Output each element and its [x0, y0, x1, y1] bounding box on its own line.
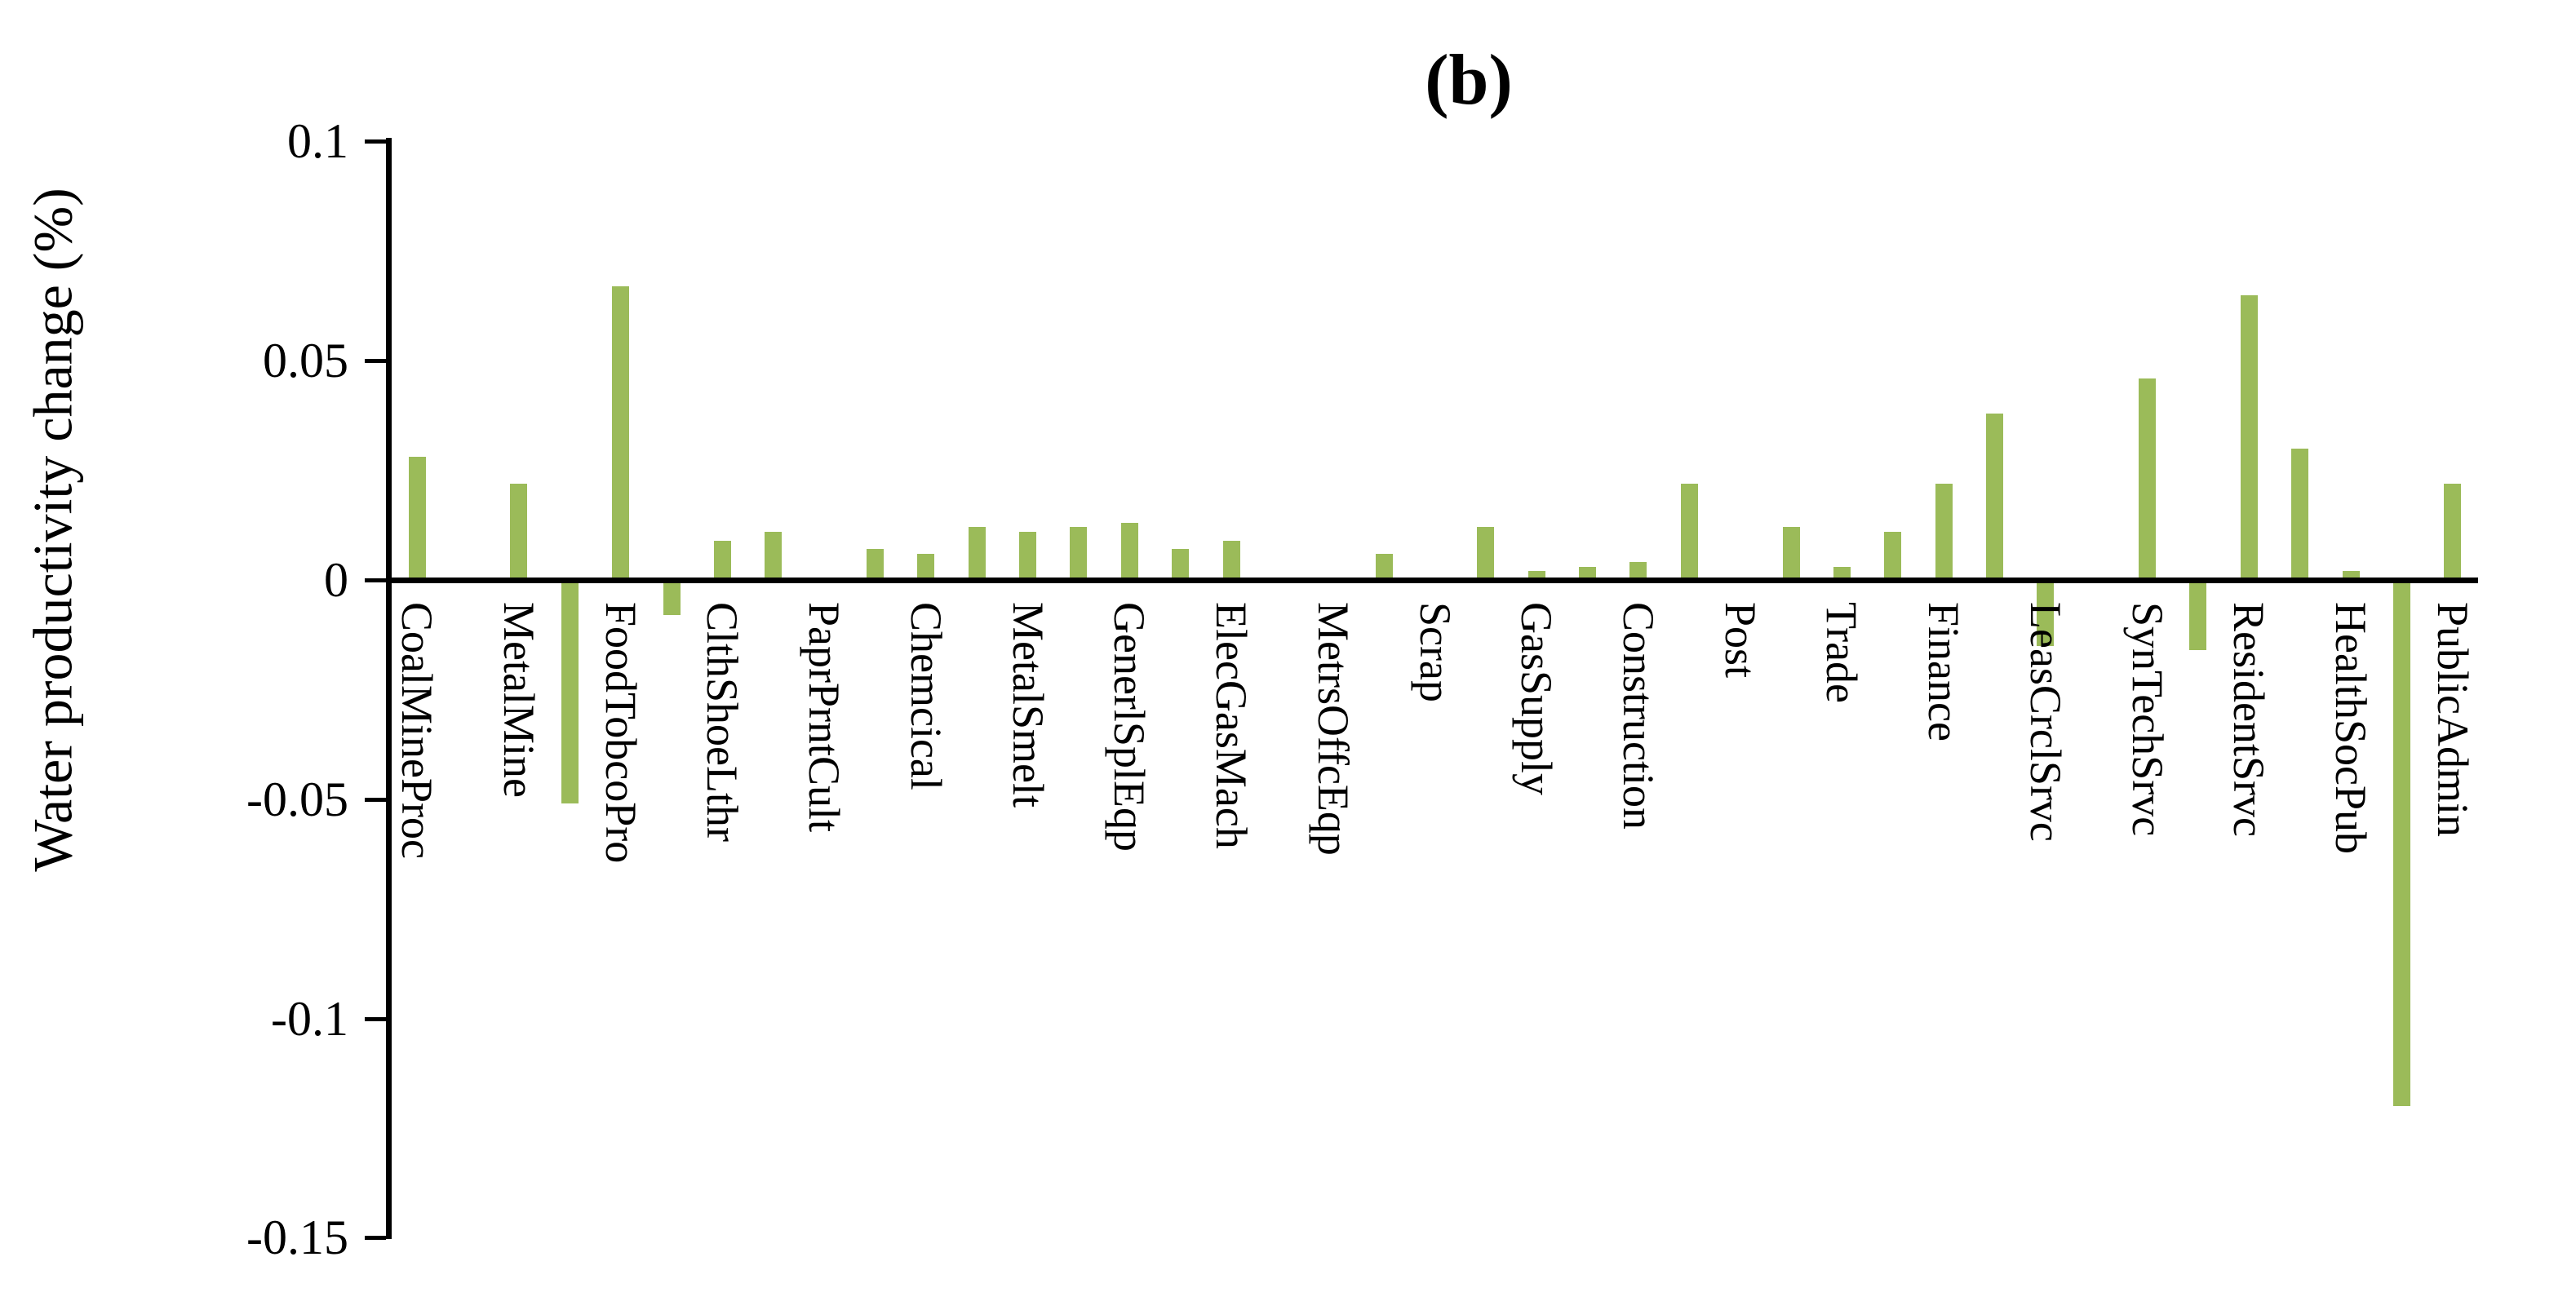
category-label: Scrap: [1410, 602, 1460, 702]
category-label: FoodTobcoPro: [596, 602, 645, 864]
category-label: ElecGasMach: [1207, 602, 1257, 849]
bar: [1629, 562, 1647, 580]
category-label: MetalSmelt: [1003, 602, 1053, 808]
y-tick-mark: [365, 1017, 386, 1021]
category-label: GasSupply: [1512, 602, 1562, 796]
y-tick-label: 0.1: [287, 114, 348, 168]
bar: [1070, 527, 1088, 580]
y-tick-label: -0.1: [271, 992, 348, 1046]
category-label: Trade: [1817, 602, 1867, 704]
y-tick-mark: [365, 578, 386, 582]
bar: [1680, 484, 1698, 580]
bar: [866, 549, 884, 580]
y-tick-label: -0.15: [246, 1210, 348, 1264]
bar: [1375, 554, 1393, 580]
bar: [1172, 549, 1190, 580]
bar: [2392, 580, 2410, 1106]
bar: [968, 527, 986, 580]
bar: [713, 541, 731, 580]
bar: [1019, 532, 1037, 580]
category-label: ClthShoeLthr: [698, 602, 747, 842]
bar: [1120, 523, 1138, 580]
category-label: PublicAdmin: [2427, 602, 2477, 838]
bar: [1477, 527, 1495, 580]
y-tick-mark: [365, 798, 386, 802]
bar: [663, 580, 681, 615]
category-label: Chemcical: [901, 602, 951, 790]
category-label: CoalMineProc: [392, 602, 442, 859]
y-tick-label: -0.05: [246, 772, 348, 826]
category-label: HealthSocPub: [2326, 602, 2376, 854]
category-label: MetalMine: [494, 602, 543, 798]
bar: [1986, 414, 2004, 580]
bar: [2189, 580, 2207, 650]
bar: [2291, 449, 2309, 580]
bar: [1935, 484, 1953, 580]
y-tick-label: 0: [324, 553, 348, 607]
y-tick-mark: [365, 1236, 386, 1240]
category-label: Construction: [1613, 602, 1663, 830]
category-label: SynTechSrvc: [2122, 602, 2172, 837]
bar: [561, 580, 579, 803]
category-label: ResidentSrvc: [2224, 602, 2274, 837]
bar: [2444, 484, 2462, 580]
category-label: GenerlSplEqp: [1105, 602, 1155, 852]
x-axis-line: [386, 578, 2478, 583]
bar: [2240, 295, 2258, 580]
category-label: PaprPrntCult: [800, 602, 849, 833]
chart-title: (b): [1425, 41, 1513, 120]
bar: [612, 286, 630, 580]
y-tick-mark: [365, 139, 386, 144]
bar: [1833, 567, 1851, 580]
bar: [1579, 567, 1597, 580]
bar: [2342, 571, 2360, 580]
category-label: LeasCrclSrvc: [2020, 602, 2070, 842]
bar: [917, 554, 935, 580]
y-axis-title: Water productivity change (%): [21, 188, 84, 872]
y-axis-line: [386, 138, 392, 1239]
bar: [1222, 541, 1240, 580]
category-label: MetrsOffcEqp: [1308, 602, 1358, 856]
category-label: Finance: [1919, 602, 1969, 741]
y-tick-label: 0.05: [263, 334, 348, 387]
bar: [510, 484, 528, 580]
category-label: Post: [1715, 602, 1765, 679]
bar: [1782, 527, 1800, 580]
bar: [1527, 571, 1545, 580]
bar: [408, 457, 426, 580]
bar: [1884, 532, 1902, 580]
bar: [2139, 378, 2157, 580]
bar: [2037, 580, 2055, 646]
bar: [765, 532, 783, 580]
y-tick-mark: [365, 359, 386, 363]
